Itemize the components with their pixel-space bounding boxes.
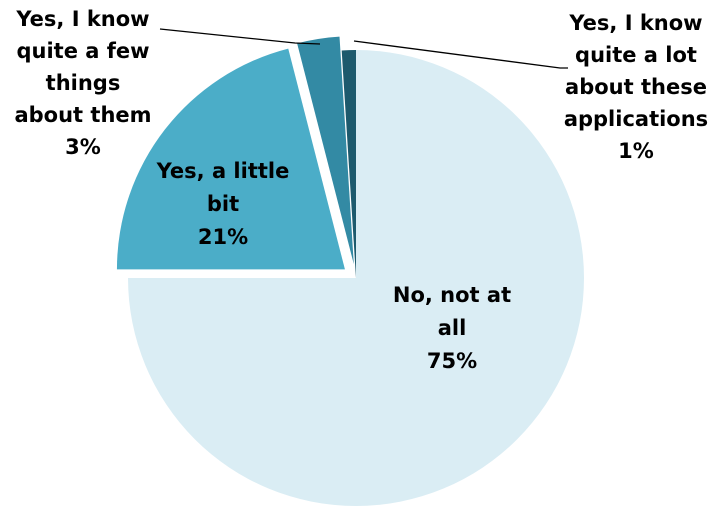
slice-value-label: 3%	[65, 135, 101, 159]
slice-category-label: No, not at	[393, 283, 511, 307]
slice-category-label: about these	[565, 75, 707, 99]
slice-category-label: bit	[207, 192, 239, 216]
slice-category-label: quite a lot	[575, 43, 697, 67]
leader-line-yes-quite-a-few	[159, 28, 321, 45]
pie-slice-yes-a-little-bit	[116, 48, 345, 270]
slice-category-label: applications	[564, 107, 708, 131]
leader-line-yes-quite-a-lot	[353, 40, 568, 69]
slice-category-label: all	[438, 316, 467, 340]
slice-category-label: things	[46, 71, 121, 95]
slice-label-yes-quite-a-few: Yes, I know quite a few things about them 3%	[14, 7, 151, 159]
slice-category-label: quite a few	[16, 39, 149, 63]
slice-category-label: Yes, a little	[156, 159, 290, 183]
slice-category-label: Yes, I know	[568, 11, 702, 35]
slice-labels: No, not at all 75%Yes, a little bit 21%Yes, …	[14, 7, 708, 373]
slice-category-label: Yes, I know	[15, 7, 149, 31]
slice-category-label: about them	[14, 103, 151, 127]
pie-slice-yes-quite-a-few	[297, 36, 354, 265]
slice-label-yes-quite-a-lot: Yes, I know quite a lot about these applica…	[564, 11, 708, 163]
slice-value-label: 75%	[427, 349, 477, 373]
slice-label-yes-a-little-bit: Yes, a little bit 21%	[156, 159, 290, 249]
slice-label-no-not-at-all: No, not at all 75%	[393, 283, 511, 373]
pie-slices	[116, 36, 584, 506]
pie-slice-yes-quite-a-lot	[341, 50, 356, 278]
slice-value-label: 21%	[198, 225, 248, 249]
slice-value-label: 1%	[618, 139, 654, 163]
leader-lines	[159, 28, 568, 69]
